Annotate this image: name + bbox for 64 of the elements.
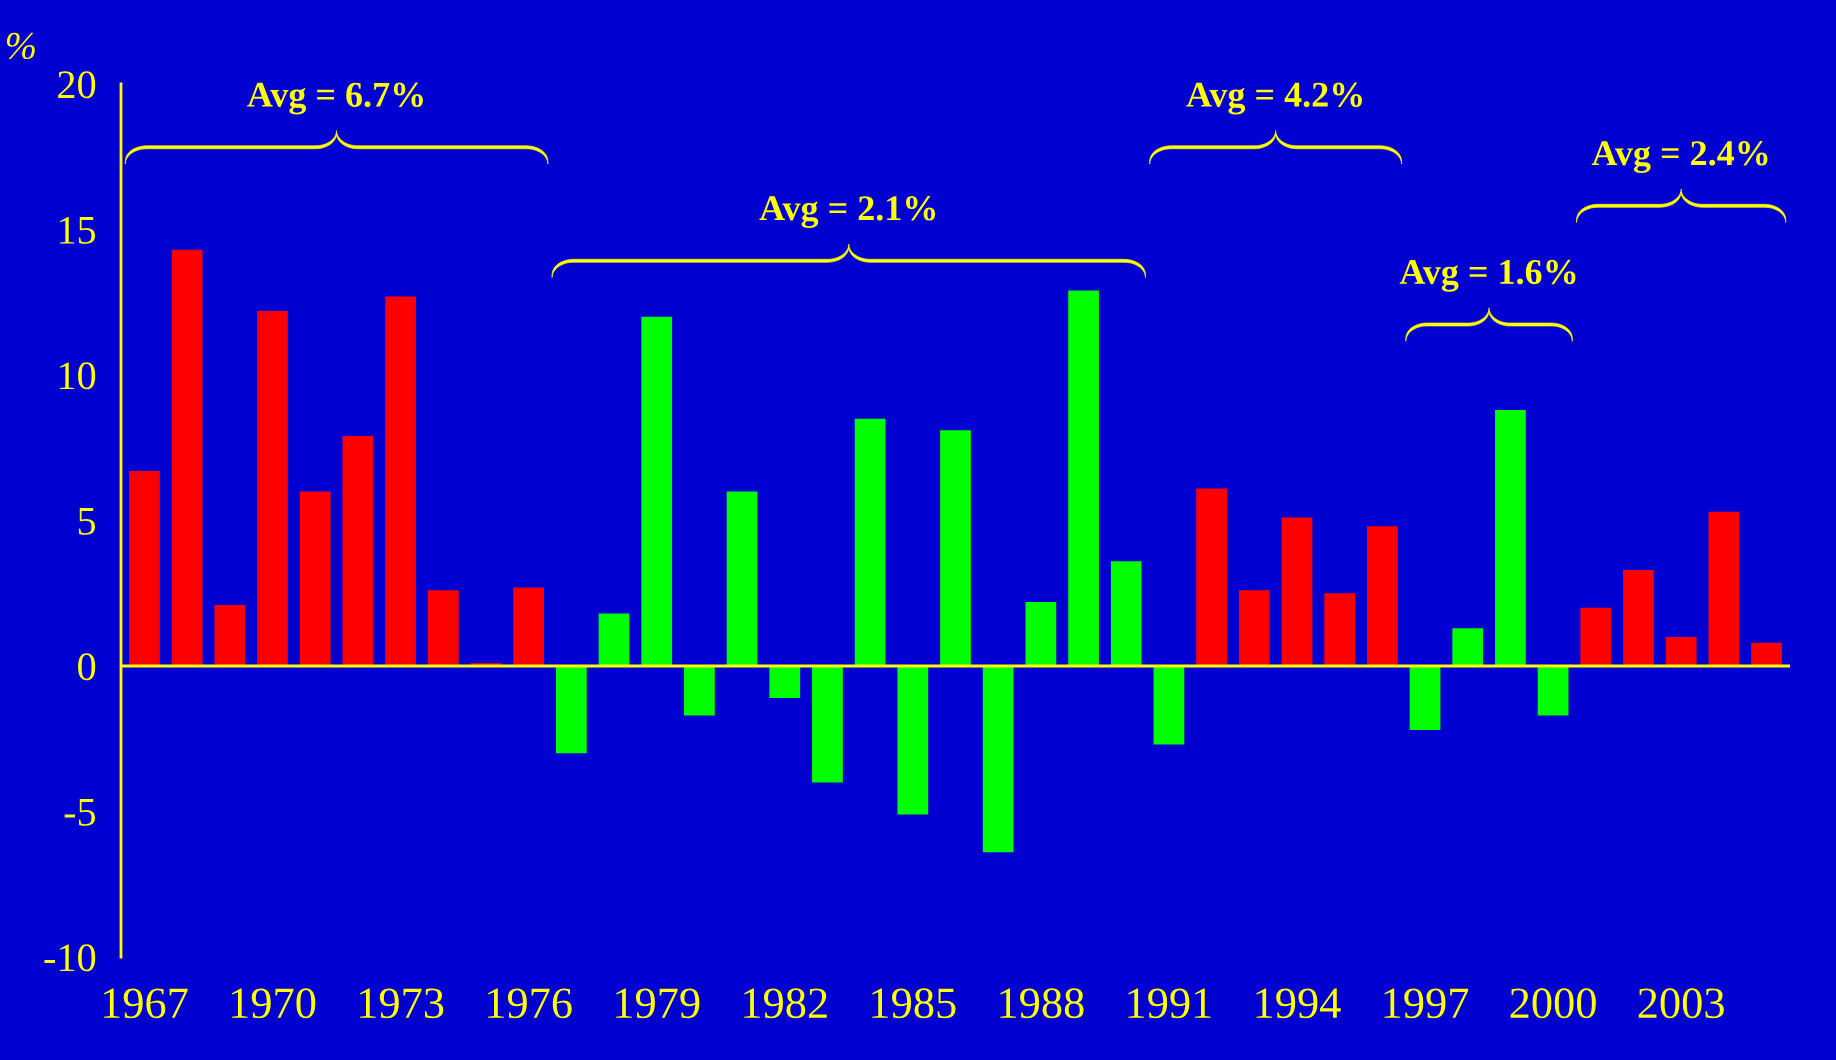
bar: [129, 471, 160, 666]
bar: [513, 587, 545, 666]
bar: [1537, 666, 1569, 716]
bar: [1580, 607, 1612, 666]
bar: [1623, 569, 1654, 666]
bar: [1366, 526, 1398, 666]
bar: [214, 604, 246, 666]
bar: [1452, 628, 1484, 666]
x-tick-label: 1982: [744, 988, 827, 1019]
bar: [299, 491, 331, 666]
annotation: Avg = 1.6%: [1399, 259, 1576, 292]
bar: [1751, 642, 1782, 666]
x-tick-label: 1997: [1384, 988, 1469, 1019]
x-tick-label: 1991: [1128, 988, 1211, 1019]
bar: [1281, 517, 1313, 666]
bar: [940, 430, 971, 666]
bar: [897, 666, 929, 815]
bar: [257, 310, 288, 666]
bar: [1409, 666, 1441, 731]
bar: [427, 590, 459, 666]
x-tick-label: 2003: [1638, 988, 1724, 1019]
x-tick-label: 2000: [1510, 988, 1596, 1019]
bar: [1110, 561, 1142, 666]
x-tick-label: 1967: [103, 988, 188, 1019]
bar: [1196, 488, 1227, 666]
y-axis-title: %: [6, 32, 35, 60]
bar: [342, 436, 374, 666]
annotation: Avg = 6.7%: [247, 82, 423, 115]
x-tick-label: 1979: [616, 988, 700, 1019]
bar: [641, 316, 673, 666]
bar: [1708, 511, 1740, 666]
x-tick-label: 1988: [1000, 988, 1084, 1019]
y-tick-label: 10: [59, 362, 96, 390]
bar: [726, 491, 758, 666]
bar: [982, 666, 1014, 853]
y-tick-label: -10: [44, 944, 96, 972]
x-tick-label: 1976: [488, 988, 572, 1019]
bar: [1324, 593, 1356, 666]
x-tick-label: 1973: [360, 988, 444, 1019]
annotation: Avg = 2.1%: [759, 196, 936, 229]
y-tick-label: 15: [59, 216, 96, 244]
bar: [555, 666, 587, 754]
y-tick-label: 0: [78, 653, 96, 681]
annotation: Avg = 2.4%: [1591, 141, 1768, 174]
bar: [812, 666, 843, 783]
annotation: Avg = 4.2%: [1186, 82, 1362, 115]
x-tick-label: 1970: [232, 988, 316, 1019]
bar: [598, 613, 630, 666]
bar: [1068, 290, 1099, 666]
bar: [385, 296, 416, 666]
y-tick-label: -5: [64, 799, 96, 826]
x-tick-label: 1985: [872, 988, 956, 1019]
bar: [1495, 409, 1526, 666]
bar: [171, 249, 203, 666]
x-tick-label: 1994: [1256, 988, 1341, 1019]
bar: [1025, 601, 1057, 666]
bar: [1153, 666, 1185, 745]
bar: [854, 418, 886, 666]
bar: [769, 666, 801, 699]
y-tick-label: 20: [58, 71, 96, 99]
bar: [1238, 590, 1270, 666]
bar: [684, 666, 715, 716]
bar: [1665, 636, 1697, 666]
y-tick-label: 5: [78, 508, 96, 535]
